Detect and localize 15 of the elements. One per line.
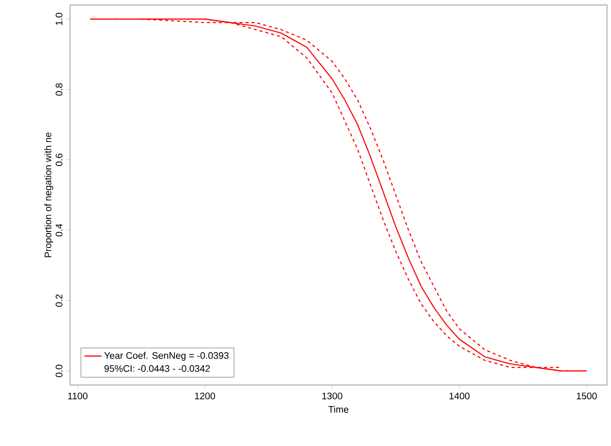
y-tick-label: 0.6 <box>56 154 62 166</box>
x-tick-label: 1300 <box>322 392 342 400</box>
x-tick-label: 1200 <box>195 392 216 400</box>
x-tick-label: 1500 <box>576 392 597 400</box>
y-tick-label: 0.8 <box>56 83 62 96</box>
annotation: 95%CI: -0.0443 - -0.0342 <box>104 365 210 372</box>
y-tick-label: 0.2 <box>56 294 62 307</box>
y-axis-title: Proportion of negation with ne <box>44 132 54 258</box>
y-tick-label: 0.0 <box>56 364 62 378</box>
y-tick-label: 0.4 <box>56 224 62 236</box>
x-tick-label: 1400 <box>450 392 470 400</box>
y-tick-label: 1.0 <box>56 12 62 25</box>
legend-label: Year Coef. SenNeg = -0.0393 <box>104 352 229 361</box>
x-tick-label: 1100 <box>68 392 88 400</box>
x-axis-title: Time <box>328 406 348 413</box>
